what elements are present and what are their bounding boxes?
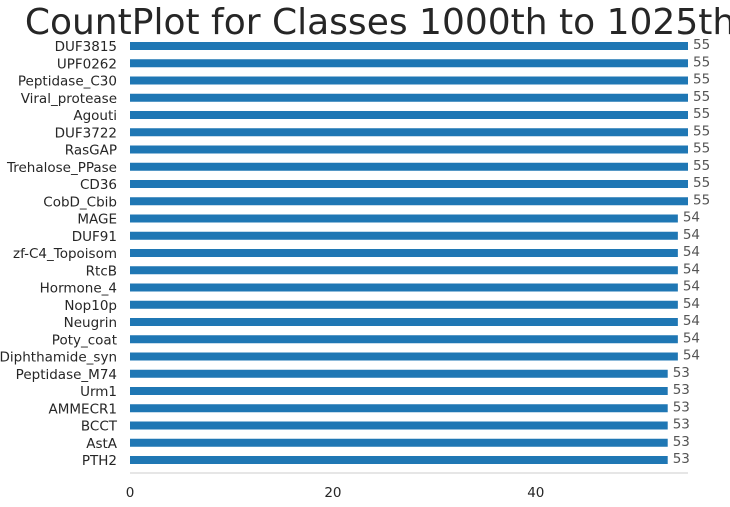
- value-label: 54: [683, 313, 700, 329]
- value-label: 53: [673, 417, 690, 433]
- bar-asta: [130, 438, 668, 447]
- value-label: 53: [673, 365, 690, 381]
- value-label: 55: [693, 37, 710, 53]
- bar-zf-c4_topoisom: [130, 249, 678, 257]
- value-label: 53: [673, 434, 690, 450]
- y-tick-label: RasGAP: [65, 143, 117, 159]
- value-label: 54: [683, 279, 700, 295]
- y-tick-label: UPF0262: [57, 56, 117, 72]
- bar-mage: [130, 214, 678, 223]
- y-tick-label: PTH2: [82, 453, 117, 469]
- value-label: 53: [673, 399, 690, 415]
- y-tick-label: DUF91: [72, 229, 117, 245]
- value-label: 54: [683, 210, 700, 226]
- x-tick-label: 40: [527, 485, 544, 501]
- value-label: 54: [683, 296, 700, 312]
- bar-cobd_cbib: [130, 197, 688, 206]
- y-tick-label: Viral_protease: [21, 91, 117, 107]
- x-axis-ticks: 0 20 40: [126, 485, 545, 501]
- bar-trehalose_ppase: [130, 162, 688, 171]
- value-label: 55: [693, 72, 710, 88]
- bar-cd36: [130, 180, 688, 188]
- bar-agouti: [130, 111, 688, 119]
- bar-duf3722: [130, 128, 688, 137]
- y-tick-label: Hormone_4: [40, 281, 117, 297]
- y-tick-label: Agouti: [73, 108, 117, 124]
- bar-rtcb: [130, 266, 678, 275]
- y-tick-label: Neugrin: [64, 315, 117, 331]
- bar-viral_protease: [130, 93, 688, 102]
- value-label: 55: [693, 89, 710, 105]
- value-label: 55: [693, 54, 710, 70]
- y-tick-label: Urm1: [80, 384, 117, 400]
- value-label: 54: [683, 227, 700, 243]
- bar-hormone_4: [130, 283, 678, 292]
- value-label: 55: [693, 106, 710, 122]
- y-tick-label: CD36: [80, 177, 117, 193]
- bars-layer: DUF3815 55 UPF0262 55 Peptidase_C30 55 Viral_p…: [0, 37, 710, 469]
- bar-diphthamide_syn: [130, 352, 678, 361]
- value-label: 55: [693, 123, 710, 139]
- value-label: 54: [683, 330, 700, 346]
- value-label: 54: [683, 261, 700, 277]
- value-label: 54: [683, 348, 700, 364]
- x-tick-label: 0: [126, 485, 135, 501]
- value-label: 53: [673, 451, 690, 467]
- y-tick-label: Peptidase_M74: [16, 367, 117, 383]
- y-tick-label: Trehalose_PPase: [6, 160, 117, 176]
- bar-duf91: [130, 231, 678, 240]
- bar-neugrin: [130, 318, 678, 326]
- bar-bcct: [130, 421, 668, 430]
- value-label: 55: [693, 141, 710, 157]
- y-tick-label: CobD_Cbib: [43, 194, 117, 210]
- bar-upf0262: [130, 59, 688, 68]
- value-label: 54: [683, 244, 700, 260]
- value-label: 55: [693, 158, 710, 174]
- bar-pth2: [130, 456, 668, 464]
- y-tick-label: AMMECR1: [49, 401, 117, 417]
- bar-peptidase_m74: [130, 369, 668, 378]
- value-label: 55: [693, 175, 710, 191]
- y-tick-label: DUF3815: [55, 39, 117, 55]
- bar-urm1: [130, 387, 668, 395]
- y-tick-label: RtcB: [86, 263, 117, 279]
- bar-poty_coat: [130, 335, 678, 344]
- y-tick-label: Diphthamide_syn: [0, 350, 117, 366]
- y-tick-label: Peptidase_C30: [18, 74, 117, 90]
- chart-title: CountPlot for Classes 1000th to 1025th: [25, 2, 730, 43]
- y-tick-label: Nop10p: [64, 298, 117, 314]
- y-tick-label: zf-C4_Topoisom: [13, 246, 117, 262]
- y-tick-label: Poty_coat: [52, 332, 117, 348]
- bar-nop10p: [130, 300, 678, 309]
- bar-duf3815: [130, 42, 688, 50]
- bar-ammecr1: [130, 404, 668, 413]
- y-tick-label: MAGE: [77, 212, 117, 228]
- value-label: 53: [673, 382, 690, 398]
- x-tick-label: 20: [324, 485, 341, 501]
- bar-rasgap: [130, 145, 688, 154]
- y-tick-label: BCCT: [81, 419, 118, 435]
- y-tick-label: DUF3722: [55, 125, 117, 141]
- value-label: 55: [693, 192, 710, 208]
- bar-peptidase_c30: [130, 76, 688, 85]
- y-tick-label: AstA: [86, 436, 118, 452]
